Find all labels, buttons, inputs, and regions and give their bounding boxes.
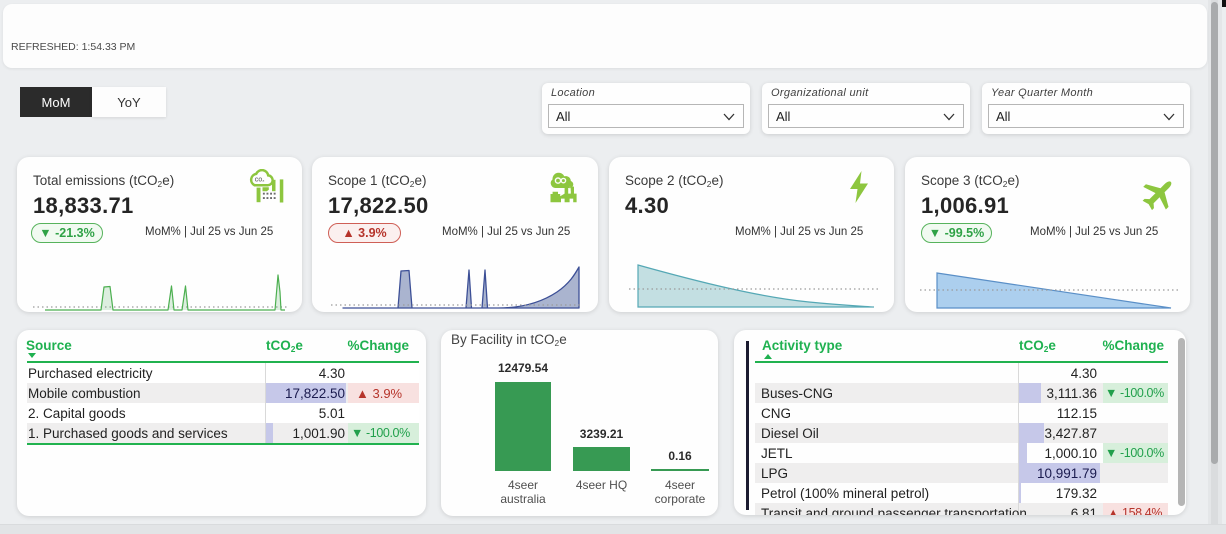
svg-text:CO₂: CO₂	[255, 178, 265, 184]
